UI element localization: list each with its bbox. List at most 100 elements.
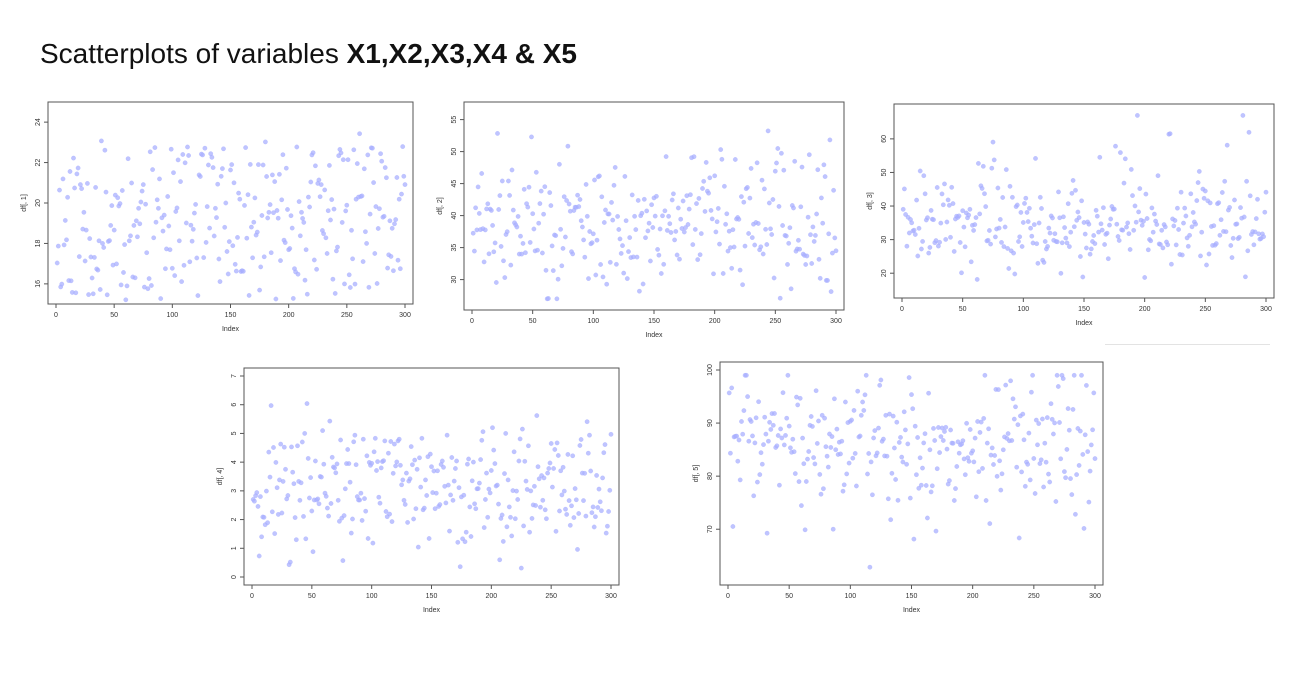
data-point — [1025, 461, 1031, 467]
data-point — [261, 514, 267, 520]
data-point — [221, 146, 226, 152]
data-point — [1053, 499, 1059, 504]
data-point — [288, 213, 294, 219]
data-point — [683, 225, 688, 231]
data-point — [884, 453, 890, 459]
data-point — [714, 219, 720, 225]
data-point — [1063, 235, 1069, 241]
data-point — [565, 452, 571, 457]
data-point — [289, 225, 295, 231]
data-point — [729, 265, 735, 271]
data-point — [825, 464, 831, 470]
data-point — [246, 292, 252, 298]
data-point — [304, 291, 310, 297]
y-tick-label: 35 — [451, 244, 458, 252]
data-point — [874, 450, 880, 456]
data-point — [265, 215, 271, 221]
data-point — [608, 431, 614, 437]
data-point — [923, 483, 929, 488]
data-point — [616, 227, 622, 232]
data-point — [558, 226, 564, 232]
data-point — [1122, 156, 1128, 162]
data-point — [1167, 131, 1173, 137]
data-point — [564, 511, 570, 517]
data-point — [359, 517, 365, 523]
data-point — [507, 193, 513, 198]
data-point — [375, 226, 381, 231]
data-point — [589, 240, 595, 246]
data-point — [537, 201, 543, 207]
data-point — [758, 244, 764, 250]
x-tick-label: 100 — [166, 312, 178, 319]
data-point — [841, 482, 847, 488]
data-point — [853, 483, 859, 489]
data-point — [447, 528, 452, 534]
data-point — [470, 459, 476, 465]
data-point — [549, 243, 555, 249]
data-point — [1015, 422, 1021, 428]
data-point — [268, 403, 274, 408]
data-point — [829, 434, 835, 440]
data-point — [1022, 483, 1028, 489]
data-point — [662, 208, 668, 214]
data-point — [730, 227, 736, 233]
data-point — [408, 444, 414, 450]
data-point — [540, 250, 545, 256]
data-point — [538, 188, 544, 194]
data-point — [971, 459, 977, 465]
data-point — [495, 131, 500, 136]
data-point — [218, 173, 224, 179]
data-point — [148, 283, 154, 288]
data-point — [74, 171, 80, 177]
data-point — [67, 169, 73, 174]
data-point — [424, 493, 430, 498]
data-point — [673, 228, 679, 234]
data-point — [931, 426, 936, 431]
data-point — [1003, 167, 1009, 173]
data-point — [844, 471, 850, 477]
data-point — [813, 388, 819, 394]
data-point — [267, 474, 273, 480]
data-point — [894, 419, 900, 425]
data-point — [980, 466, 985, 471]
data-point — [976, 161, 981, 166]
data-point — [217, 279, 223, 285]
data-point — [633, 227, 639, 233]
data-point — [282, 240, 288, 246]
data-point — [468, 534, 474, 539]
data-point — [1219, 190, 1225, 195]
data-point — [389, 519, 395, 525]
data-point — [259, 534, 264, 540]
data-point — [160, 228, 166, 234]
x-tick-label: 200 — [1139, 306, 1151, 313]
data-point — [102, 147, 108, 153]
data-point — [1070, 178, 1076, 183]
data-point — [1131, 227, 1137, 233]
data-point — [964, 420, 969, 426]
data-point — [509, 533, 515, 539]
data-point — [761, 442, 766, 448]
data-point — [774, 443, 780, 449]
data-point — [1009, 438, 1015, 443]
data-point — [497, 557, 503, 563]
data-point — [287, 559, 293, 565]
data-point — [303, 247, 309, 253]
data-point — [1263, 189, 1269, 195]
data-point — [900, 459, 906, 465]
data-point — [878, 377, 884, 383]
data-point — [1173, 242, 1179, 248]
data-point — [570, 251, 576, 257]
data-point — [1047, 479, 1053, 485]
data-point — [185, 144, 190, 150]
data-point — [762, 414, 768, 420]
data-point — [391, 441, 397, 447]
data-point — [858, 412, 864, 418]
x-tick-label: 50 — [110, 312, 118, 319]
data-point — [967, 427, 973, 432]
data-point — [203, 239, 209, 245]
x-axis-label: Index — [903, 607, 921, 614]
data-point — [385, 265, 390, 271]
data-point — [266, 209, 272, 215]
data-point — [126, 238, 132, 244]
y-tick-label: 7 — [231, 374, 238, 378]
